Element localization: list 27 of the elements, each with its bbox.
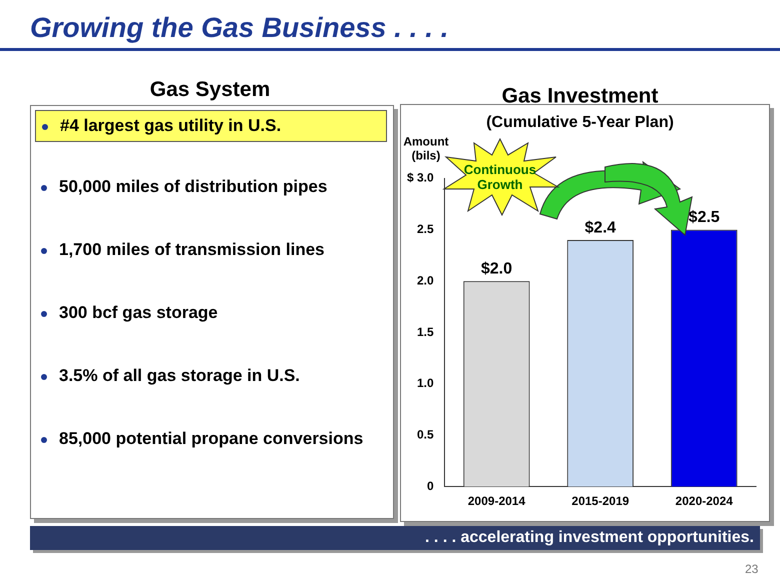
text: Gas System (148, 78, 272, 102)
data-label: $2.4 (584, 219, 616, 236)
y-tick-label: 0 (427, 478, 434, 493)
text: #4 largest gas utility in U.S. (60, 116, 282, 135)
chart-title: Gas Investment (502, 84, 658, 108)
x-tick-label: 2020-2024 (675, 494, 734, 508)
text: 1,700 miles of transmission lines (59, 240, 325, 259)
y-tick-label: 1.5 (417, 324, 434, 339)
text: 23 (745, 562, 758, 576)
data-label: $2.5 (688, 209, 720, 226)
text: 85,000 potential propane conversions (59, 429, 364, 448)
text: Growing the Gas Business . . . . (30, 12, 450, 44)
x-tick-label: 2015-2019 (572, 494, 630, 508)
text: 300 bcf gas storage (59, 303, 218, 322)
x-tick-label: 2009-2014 (468, 494, 526, 508)
y-tick-label: $ 3.0 (406, 170, 434, 185)
text: . . . . accelerating investment opportunities. (30, 526, 760, 550)
y-tick-label: 2.5 (417, 222, 434, 236)
chart-subtitle: (Cumulative 5-Year Plan) (486, 114, 674, 132)
y-tick-label: 1.0 (417, 376, 434, 390)
text: 3.5% of all gas storage in U.S. (59, 366, 300, 385)
y-tick-label: 0.5 (417, 428, 434, 442)
data-label: $2.0 (481, 260, 512, 278)
y-axis-title: Amount (bils) (403, 134, 449, 163)
annotation: Continuous Growth (462, 162, 538, 192)
text: 50,000 miles of distribution pipes (59, 177, 328, 196)
y-tick-label: 2.0 (417, 273, 434, 288)
